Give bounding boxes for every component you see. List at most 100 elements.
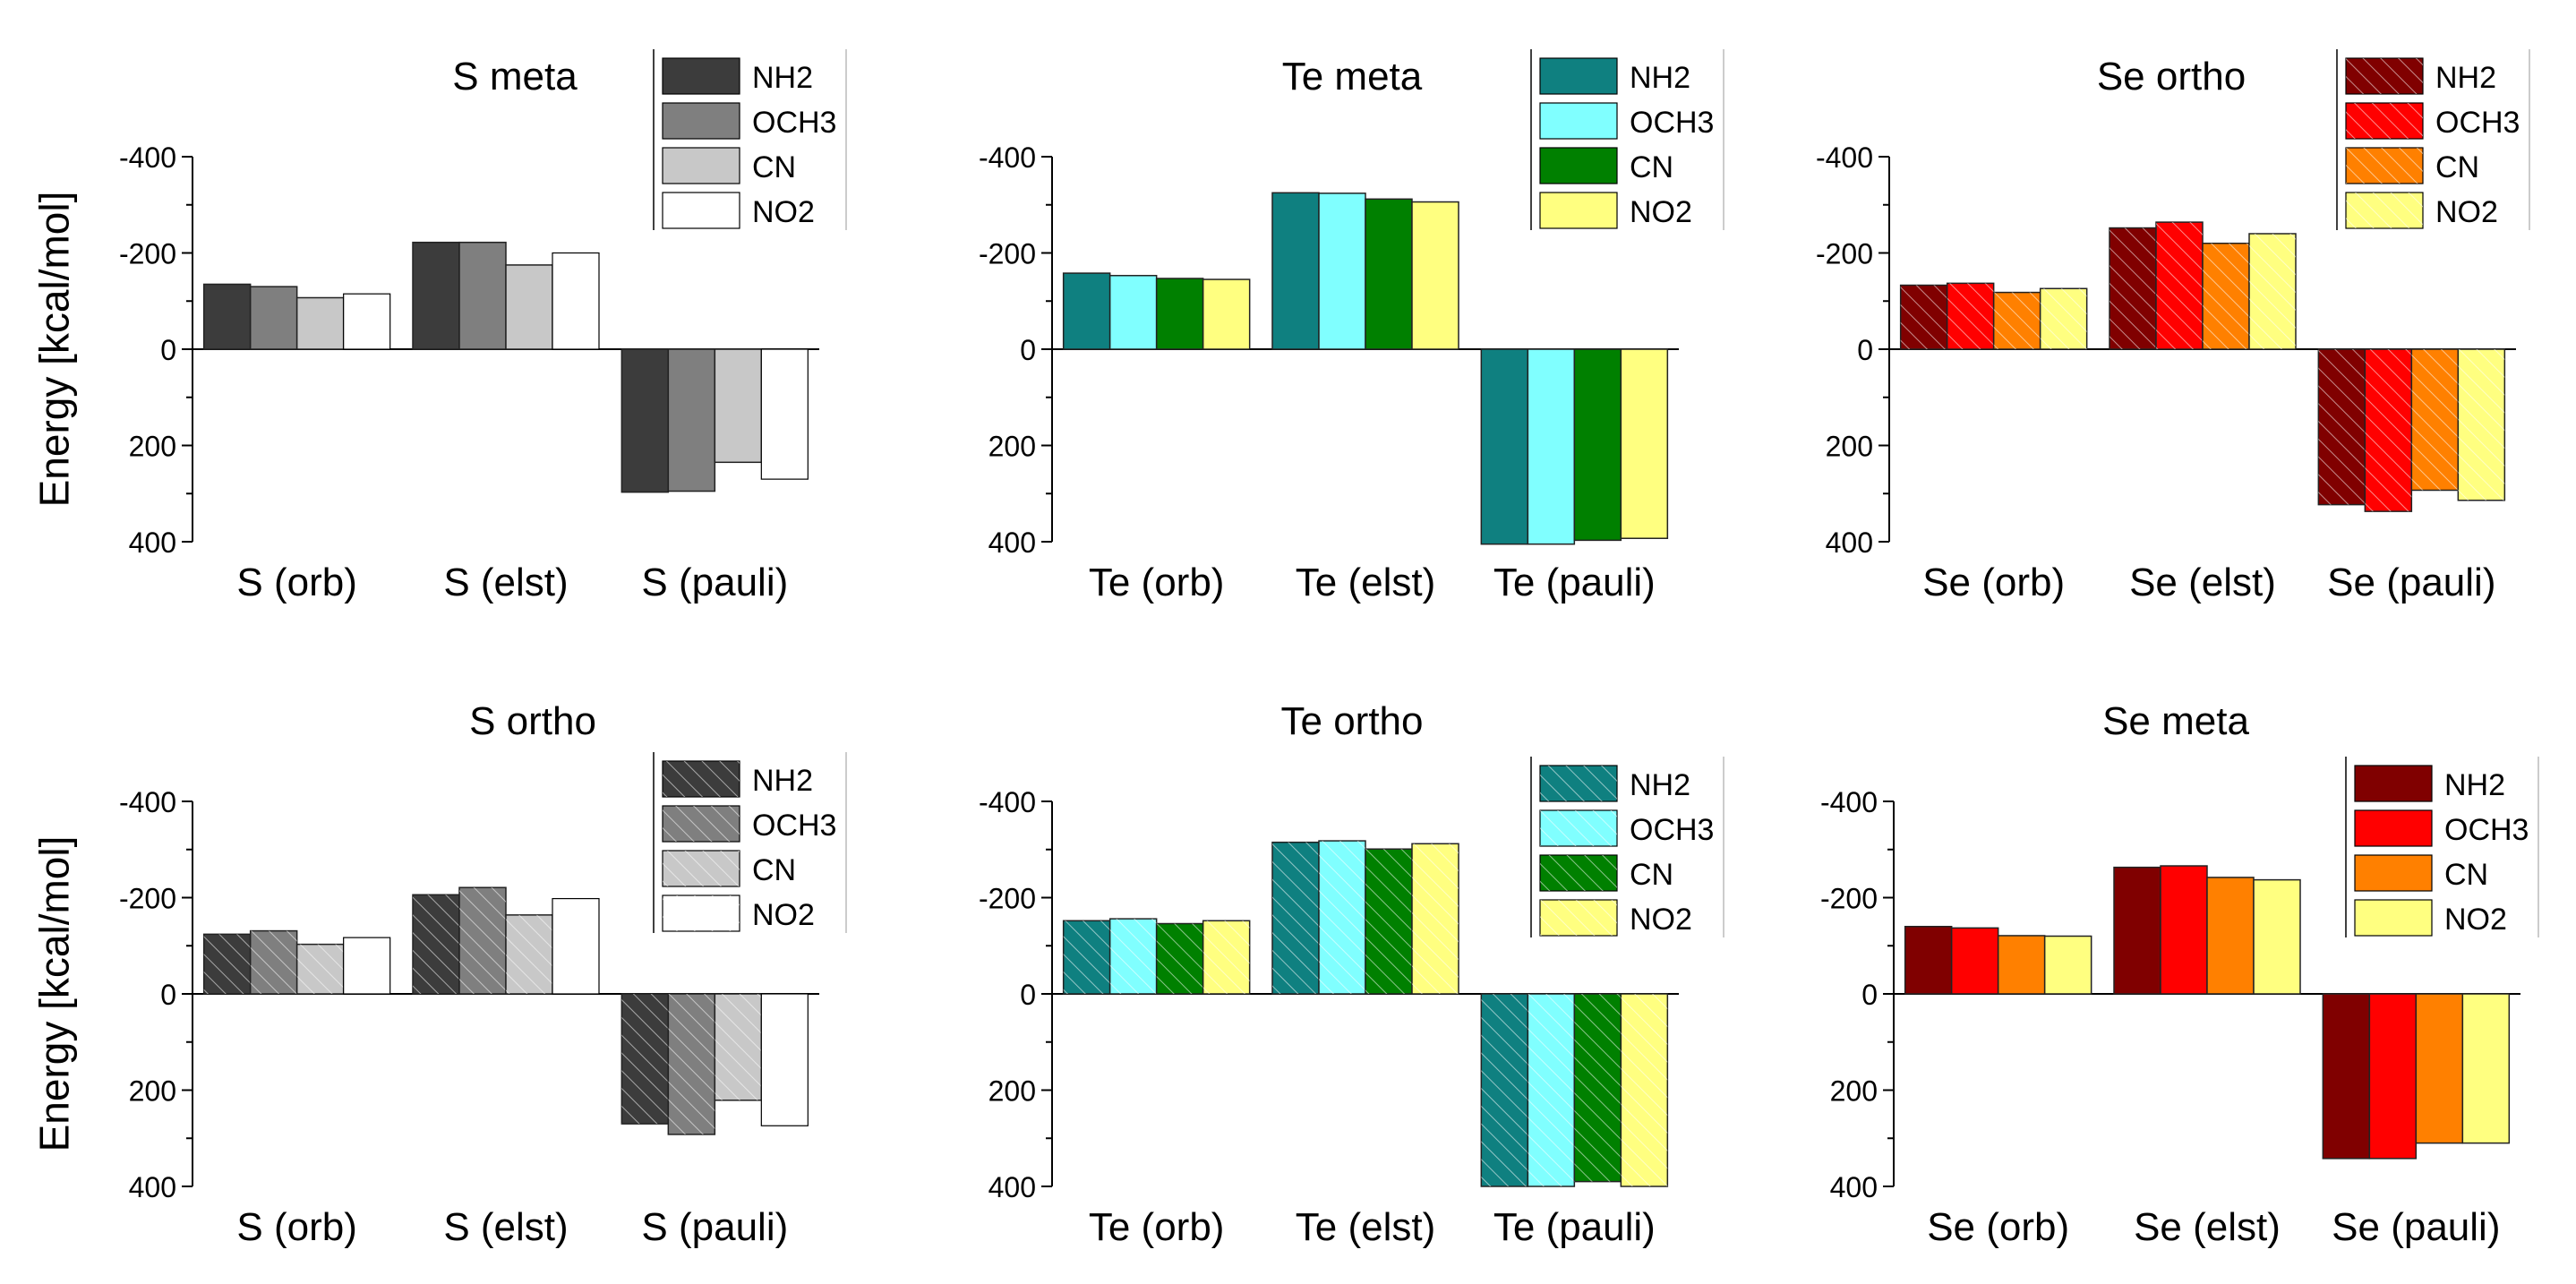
bar-hatch (1481, 994, 1528, 1186)
y-tick-label: 400 (988, 526, 1036, 559)
legend-label-no2: NO2 (1630, 195, 1692, 229)
legend-label-och3: OCH3 (2435, 106, 2520, 140)
bar-hatch (2203, 243, 2249, 349)
bar-no2-3 (760, 348, 809, 480)
legend-swatch-nh2 (662, 57, 740, 95)
bar-no2-2 (1411, 201, 1459, 350)
y-tick-label: -400 (979, 786, 1036, 818)
chart-te-meta: Te meta -400 -200 0 200 400 Te (orb) Te (elst) T… (979, 49, 1724, 604)
legend-swatch-nh2 (1539, 57, 1618, 95)
y-tick-label: 400 (129, 1171, 176, 1203)
bar-hatch (621, 994, 669, 1125)
bar-hatch (459, 887, 506, 994)
bar-hatch (250, 930, 297, 994)
legend-label-och3: OCH3 (752, 809, 836, 843)
bar-hatch (1900, 285, 1947, 349)
chart-title: S ortho (469, 699, 596, 743)
y-tick-label: -400 (119, 141, 176, 174)
legend: NH2 OCH3 CN NO2 (653, 752, 847, 933)
legend-label-nh2: NH2 (2435, 61, 2496, 95)
bar-no2-2 (552, 897, 600, 995)
x-category-label: Te (pauli) (1493, 1205, 1656, 1249)
bar-cn-3 (1573, 348, 1622, 542)
y-tick-label: 0 (1020, 979, 1036, 1011)
bar-hatch (1202, 920, 1250, 994)
legend-label-nh2: NH2 (1630, 768, 1690, 802)
bar-hatch (2249, 234, 2296, 349)
legend-swatch-no2 (1539, 192, 1618, 229)
bar-cn-3 (714, 348, 763, 464)
chart-te-ortho: Te ortho -400 -200 0 200 400 Te (orb) Te (elst)… (979, 699, 1724, 1249)
bar-hatch (1993, 292, 2041, 349)
chart-title: Se meta (2102, 699, 2249, 743)
bar-no2-3 (2461, 993, 2511, 1144)
y-tick-label: -200 (979, 238, 1036, 270)
legend-swatch-och3 (2354, 809, 2433, 847)
bar-och3-1 (1108, 275, 1158, 350)
bar-hatch (2156, 222, 2203, 349)
bar-och3-3 (1527, 348, 1576, 545)
bar-hatch (413, 895, 459, 994)
legend-label-no2: NO2 (752, 195, 815, 229)
bar-hatch (1156, 923, 1203, 994)
legend-label-och3: OCH3 (1630, 813, 1714, 847)
y-tick-label: 200 (988, 431, 1036, 463)
bar-hatch (1319, 841, 1365, 994)
legend-swatch-nh2 (2354, 765, 2433, 802)
y-tick-label: 0 (160, 979, 176, 1011)
bar-cn-3 (2415, 993, 2464, 1144)
bar-och3-2 (1318, 193, 1366, 350)
legend-swatch-cn (1539, 147, 1618, 184)
bar-nh2-1 (1062, 272, 1111, 350)
legend-swatch-no2 (2354, 899, 2433, 937)
bar-hatch (296, 944, 344, 994)
legend-label-no2: NO2 (1630, 903, 1692, 937)
y-tick-label: 0 (1020, 334, 1036, 366)
bar-no2-3 (760, 993, 809, 1126)
legend: NH2 OCH3 CN NO2 (1530, 757, 1724, 937)
bar-no2-1 (1202, 278, 1251, 350)
y-tick-label: -200 (119, 883, 176, 915)
bar-no2-1 (343, 293, 391, 350)
y-tick-label: -400 (119, 786, 176, 818)
y-tick-label: 200 (129, 431, 176, 463)
legend-swatch-no2 (662, 192, 740, 229)
bar-hatch (1412, 843, 1459, 994)
y-tick-label: 200 (1830, 1075, 1878, 1108)
legend-label-cn: CN (752, 853, 796, 887)
bar-och3-2 (2160, 865, 2208, 995)
y-tick-label: -400 (1820, 786, 1878, 818)
x-category-label: S (elst) (443, 1205, 568, 1249)
bar-och3-3 (667, 348, 716, 492)
x-category-label: Te (pauli) (1493, 561, 1656, 604)
bar-no2-1 (343, 937, 391, 995)
legend-label-cn: CN (752, 150, 796, 184)
bar-och3-1 (249, 286, 298, 350)
chart-title: Te ortho (1281, 699, 1424, 743)
y-tick-label: 200 (988, 1075, 1036, 1108)
x-category-label: S (elst) (443, 561, 568, 604)
y-tick-label: 200 (1826, 431, 1873, 463)
bar-no2-1 (2043, 935, 2092, 995)
y-tick-label: -200 (979, 883, 1036, 915)
bar-hatch (2110, 227, 2156, 349)
bar-hatch (715, 994, 762, 1100)
bar-nh2-1 (202, 283, 252, 350)
y-tick-label: -200 (1816, 238, 1873, 270)
legend-label-och3: OCH3 (752, 106, 836, 140)
y-tick-label: 0 (1857, 334, 1873, 366)
chart-title: Te meta (1282, 55, 1423, 98)
bar-nh2-3 (620, 348, 670, 493)
bar-hatch (1063, 920, 1110, 994)
legend-label-cn: CN (1630, 858, 1673, 892)
legend-label-nh2: NH2 (752, 61, 813, 95)
x-category-label: S (pauli) (641, 561, 788, 604)
legend-label-no2: NO2 (2444, 903, 2507, 937)
bar-hatch (2040, 288, 2087, 349)
bar-och3-3 (2368, 993, 2418, 1160)
bar-hatch (1947, 283, 1994, 349)
bar-no2-2 (2253, 878, 2301, 995)
x-category-label: Se (elst) (2134, 1205, 2281, 1249)
bar-hatch (668, 994, 715, 1134)
legend: NH2 OCH3 CN NO2 (1530, 49, 1724, 230)
